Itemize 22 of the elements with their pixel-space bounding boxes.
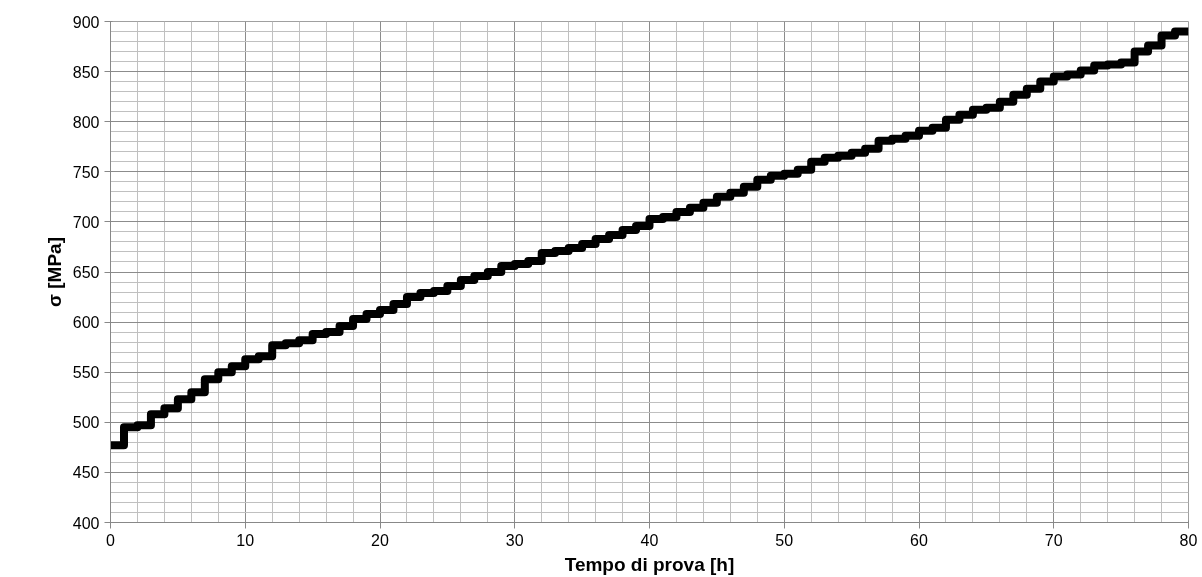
y-tick-label: 900	[72, 13, 100, 31]
y-tick-label: 800	[72, 113, 100, 131]
y-tick-label: 550	[72, 364, 100, 382]
x-tick-label: 10	[236, 531, 255, 549]
x-tick-label: 40	[640, 531, 659, 549]
x-tick-label: 0	[106, 531, 116, 549]
y-tick-label: 600	[72, 314, 100, 332]
y-tick-label: 650	[72, 264, 100, 281]
x-tick-label: 70	[1044, 531, 1063, 549]
x-tick-label: 60	[910, 531, 928, 549]
y-tick-label: 750	[72, 163, 100, 181]
x-tick-label: 50	[775, 531, 794, 549]
y-tick-label: 450	[72, 464, 100, 482]
y-tick-label: 700	[72, 213, 100, 231]
x-tick-label: 30	[505, 531, 524, 549]
y-tick-label: 850	[72, 63, 100, 81]
x-axis-title: Tempo di prova [h]	[564, 553, 735, 575]
y-tick-label: 500	[72, 414, 100, 432]
y-tick-label: 400	[72, 514, 100, 532]
x-tick-label: 20	[371, 531, 389, 549]
y-axis-title: σ [MPa]	[43, 237, 65, 307]
x-tick-label: 80	[1179, 531, 1198, 549]
